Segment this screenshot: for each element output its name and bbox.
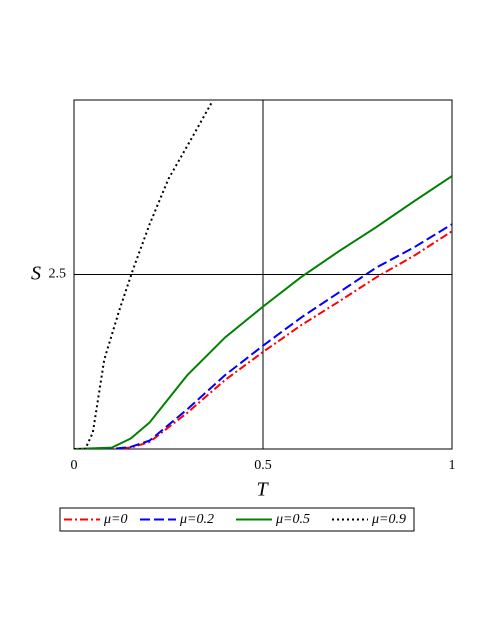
legend-box [59,507,415,532]
x-tick-label: 0 [71,458,78,473]
y-axis-label: S [31,263,41,285]
legend-label: μ=0 [103,512,127,527]
series-line [74,230,452,449]
y-tick-label: 2.5 [49,267,67,282]
series-line [74,175,452,449]
x-tick-label: 0.5 [254,458,272,473]
series-line [74,101,213,449]
x-tick-label: 1 [449,458,456,473]
series-line [74,223,452,449]
legend-label: μ=0.2 [179,512,214,527]
x-axis-label: T [256,479,269,501]
legend-label: μ=0.5 [275,512,310,527]
legend-label: μ=0.9 [371,512,406,527]
plot-frame [73,99,453,450]
